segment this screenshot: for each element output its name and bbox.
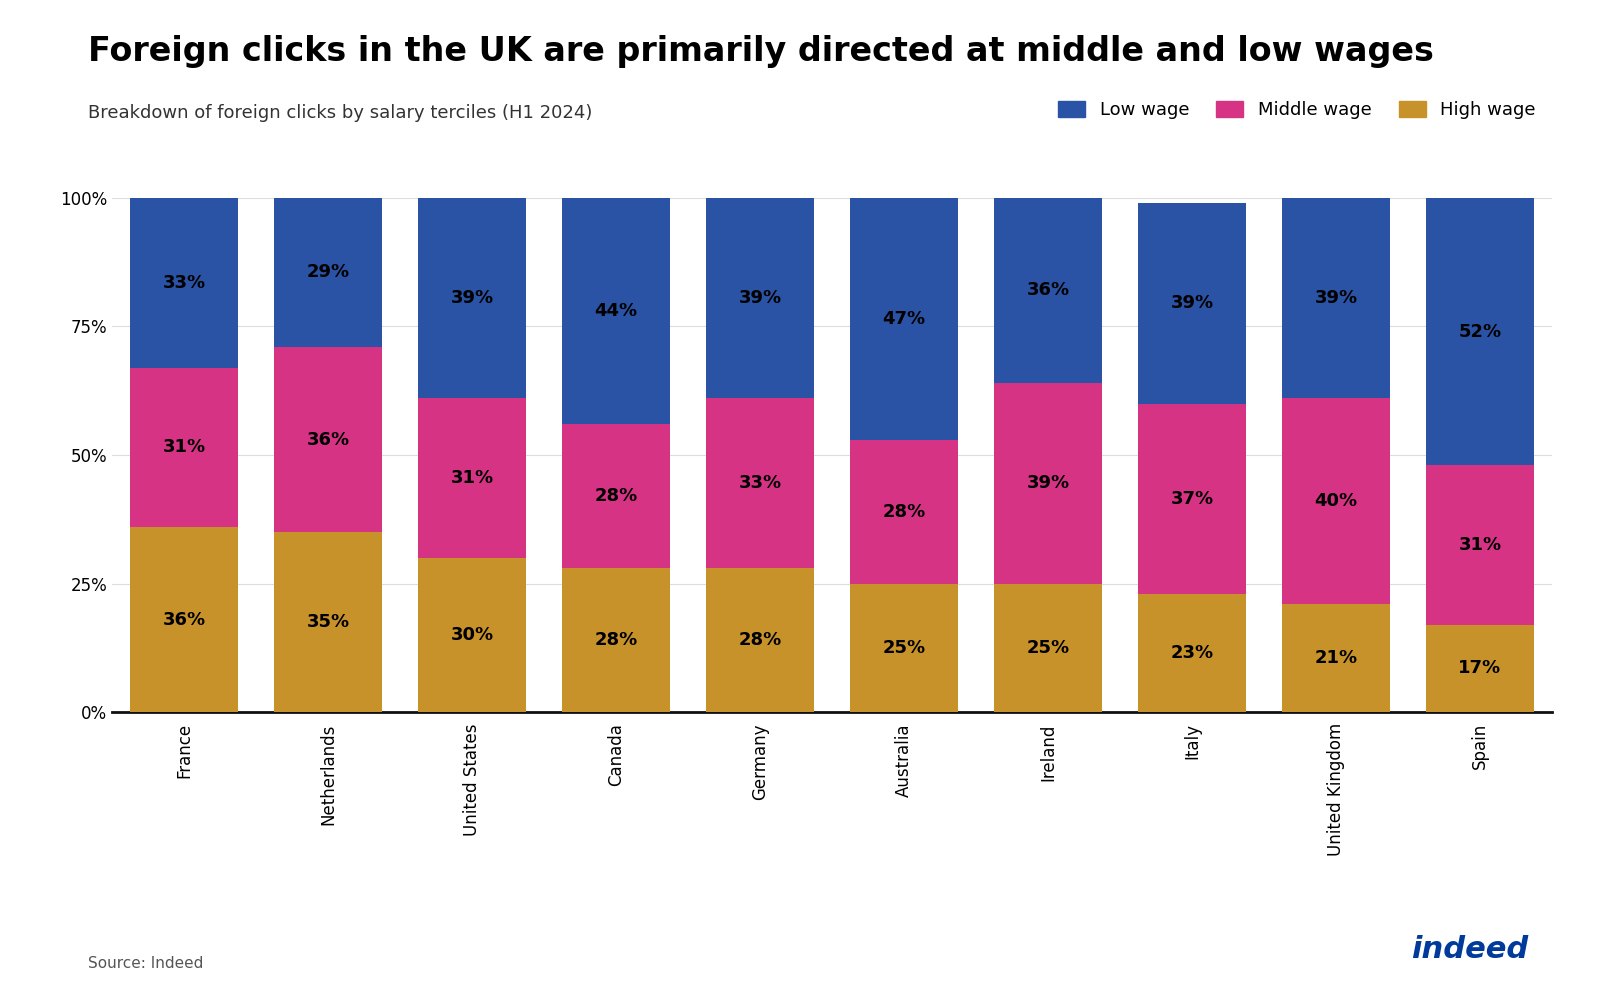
Text: 28%: 28% [594, 631, 638, 649]
Bar [274, 347, 382, 532]
Text: 31%: 31% [1459, 536, 1501, 554]
Text: 36%: 36% [307, 430, 349, 449]
Bar [994, 383, 1102, 584]
Text: 28%: 28% [738, 631, 782, 649]
Text: 39%: 39% [739, 289, 781, 308]
Text: 21%: 21% [1315, 649, 1357, 668]
Bar [850, 198, 958, 439]
Text: 47%: 47% [883, 310, 925, 327]
Bar [850, 439, 958, 584]
Text: 29%: 29% [307, 263, 349, 282]
Bar [274, 532, 382, 712]
Text: 17%: 17% [1459, 660, 1501, 677]
Text: 39%: 39% [1315, 289, 1357, 308]
Text: 35%: 35% [307, 613, 349, 631]
Bar [706, 198, 814, 399]
Text: 23%: 23% [1171, 644, 1213, 662]
Text: 37%: 37% [1171, 490, 1213, 507]
Bar [706, 568, 814, 712]
Text: 52%: 52% [1459, 322, 1501, 340]
Bar [562, 198, 670, 424]
Text: Foreign clicks in the UK are primarily directed at middle and low wages: Foreign clicks in the UK are primarily d… [88, 35, 1434, 67]
Bar [850, 584, 958, 712]
Bar [130, 198, 238, 368]
Bar [1426, 198, 1534, 465]
Bar [1138, 593, 1246, 712]
Text: 44%: 44% [595, 302, 637, 320]
Text: 28%: 28% [882, 502, 926, 520]
Bar [130, 368, 238, 527]
Text: 28%: 28% [594, 487, 638, 505]
Bar [418, 399, 526, 558]
Bar [1282, 399, 1390, 604]
Bar [418, 198, 526, 399]
Text: 40%: 40% [1315, 493, 1357, 510]
Bar [418, 558, 526, 712]
Text: 36%: 36% [163, 610, 205, 629]
Bar [706, 399, 814, 568]
Text: Source: Indeed: Source: Indeed [88, 956, 203, 971]
Text: 39%: 39% [451, 289, 493, 308]
Bar [994, 198, 1102, 383]
Text: 31%: 31% [451, 469, 493, 488]
Text: 39%: 39% [1171, 294, 1213, 313]
Text: Breakdown of foreign clicks by salary terciles (H1 2024): Breakdown of foreign clicks by salary te… [88, 104, 592, 122]
Text: 33%: 33% [739, 474, 781, 493]
Bar [1426, 625, 1534, 712]
Text: 25%: 25% [883, 639, 925, 657]
Bar [130, 527, 238, 712]
Text: 39%: 39% [1027, 474, 1069, 493]
Bar [1282, 198, 1390, 399]
Bar [562, 568, 670, 712]
Text: 25%: 25% [1027, 639, 1069, 657]
Text: indeed: indeed [1411, 936, 1528, 964]
Bar [994, 584, 1102, 712]
Text: 33%: 33% [163, 274, 205, 292]
Bar [1138, 404, 1246, 593]
Text: 36%: 36% [1027, 281, 1069, 300]
Bar [1138, 203, 1246, 404]
Legend: Low wage, Middle wage, High wage: Low wage, Middle wage, High wage [1051, 94, 1542, 127]
Bar [562, 424, 670, 568]
Text: 31%: 31% [163, 438, 205, 456]
Bar [274, 198, 382, 347]
Bar [1426, 465, 1534, 625]
Text: 30%: 30% [451, 626, 493, 644]
Bar [1282, 604, 1390, 712]
